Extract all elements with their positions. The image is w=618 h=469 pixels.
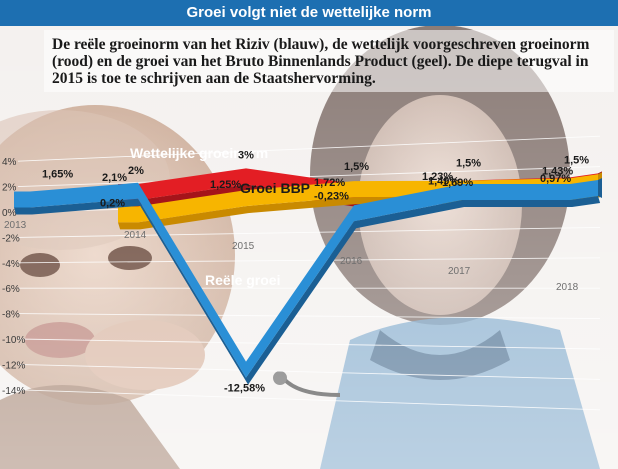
gridline [17,257,601,264]
x-axis: 2013 2014 2015 2016 2017 2018 [4,220,579,293]
data-label: 2% [128,165,144,177]
series-ribbon-cap [598,177,602,198]
background-photo [0,25,618,469]
data-label: -12,58% [224,383,265,395]
data-label: 0,2% [100,197,125,209]
data-label: 1,69% [442,177,473,189]
y-tick-label: -6% [2,284,20,295]
y-tick-label: -2% [2,233,20,244]
data-label: 1,5% [564,154,589,166]
gridline [17,363,601,380]
series-name-label: Wettelijke groeinorm [130,145,268,161]
data-label: 1,65% [42,169,73,181]
y-tick-label: 0% [2,208,17,219]
y-tick-label: -10% [2,335,25,346]
chart-title: Groei volgt niet de wettelijke norm [0,0,618,26]
gridline [17,166,601,188]
data-label: 0,97% [540,173,571,185]
chart-subtitle: De reële groeinorm van het Riziv (blauw)… [52,36,590,87]
gridline [17,313,601,320]
series-ribbon-shadow [14,195,601,385]
data-label: -0,23% [314,190,349,202]
y-tick-label: -14% [2,386,25,397]
series-ribbons [14,168,602,385]
y-tick-label: -8% [2,310,20,321]
gridline [17,226,601,238]
data-label: 1,43% [542,165,573,177]
data-label: 3% [238,149,254,161]
x-tick-label: 2017 [448,266,471,277]
y-tick-label: 4% [2,157,17,168]
chart-grid [17,135,601,411]
data-label: 2,1% [102,172,127,184]
y-axis: 4% 2% 0% -2% -4% -6% -8% -10% -12% -14% [2,157,25,397]
data-label: 1,5% [456,158,481,170]
data-label: 1,5% [344,161,369,173]
data-label: 1,25% [210,179,241,191]
data-labels: Wettelijke groeinorm Groei BBP Reële groei… [42,145,589,395]
data-label: 1,23% [422,171,453,183]
series-name-label: Reële groei [205,272,280,288]
y-tick-label: -4% [2,259,20,270]
x-tick-label: 2013 [4,220,27,231]
gridline [17,338,601,350]
gridline [17,135,601,162]
data-label: 1,72% [314,177,345,189]
gridline [17,389,601,411]
x-tick-label: 2018 [556,282,579,293]
data-label: 1,49% [428,176,459,188]
y-tick-label: 2% [2,183,17,194]
x-tick-label: 2016 [340,256,363,267]
series-ribbon [14,179,598,378]
x-tick-label: 2014 [124,230,147,241]
y-tick-label: -12% [2,360,25,371]
series-name-label: Groei BBP [240,180,310,196]
x-tick-label: 2015 [232,241,255,252]
